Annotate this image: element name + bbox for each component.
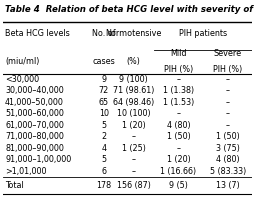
Text: 1 (20): 1 (20)	[121, 121, 145, 130]
Text: –: –	[225, 121, 229, 130]
Text: 61,000–70,000: 61,000–70,000	[5, 121, 64, 130]
Text: 72: 72	[98, 87, 108, 95]
Text: 3 (75): 3 (75)	[215, 144, 239, 153]
Text: 9: 9	[101, 75, 106, 84]
Text: Total: Total	[5, 181, 24, 190]
Text: 65: 65	[98, 98, 108, 107]
Text: 30,000–40,000: 30,000–40,000	[5, 87, 64, 95]
Text: –: –	[131, 167, 135, 176]
Text: Table 4  Relation of beta HCG level with severity of PIH: Table 4 Relation of beta HCG level with …	[5, 5, 254, 14]
Text: 5: 5	[101, 121, 106, 130]
Text: 4 (80): 4 (80)	[215, 155, 239, 164]
Text: PIH (%): PIH (%)	[212, 65, 242, 74]
Text: –: –	[225, 98, 229, 107]
Text: 1 (50): 1 (50)	[215, 132, 239, 141]
Text: –: –	[176, 75, 180, 84]
Text: –: –	[176, 144, 180, 153]
Text: 4 (80): 4 (80)	[166, 121, 189, 130]
Text: 178: 178	[96, 181, 111, 190]
Text: –: –	[225, 87, 229, 95]
Text: 1 (16.66): 1 (16.66)	[160, 167, 196, 176]
Text: –: –	[131, 155, 135, 164]
Text: 1 (50): 1 (50)	[166, 132, 189, 141]
Text: Beta HCG levels: Beta HCG levels	[5, 30, 70, 38]
Text: 9 (100): 9 (100)	[119, 75, 148, 84]
Text: 9 (5): 9 (5)	[168, 181, 187, 190]
Text: 5 (83.33): 5 (83.33)	[209, 167, 245, 176]
Text: (miu/ml): (miu/ml)	[5, 57, 39, 66]
Text: 64 (98.46): 64 (98.46)	[113, 98, 154, 107]
Text: 10: 10	[98, 109, 108, 118]
Text: PIH (%): PIH (%)	[163, 65, 192, 74]
Text: 71 (98.61): 71 (98.61)	[113, 87, 154, 95]
Text: 1 (25): 1 (25)	[121, 144, 145, 153]
Text: 2: 2	[101, 132, 106, 141]
Text: Mild: Mild	[169, 49, 186, 58]
Text: 71,000–80,000: 71,000–80,000	[5, 132, 64, 141]
Text: 51,000–60,000: 51,000–60,000	[5, 109, 64, 118]
Text: 91,000–1,00,000: 91,000–1,00,000	[5, 155, 71, 164]
Text: 41,000–50,000: 41,000–50,000	[5, 98, 64, 107]
Text: 1 (1.53): 1 (1.53)	[162, 98, 193, 107]
Text: Normotensive: Normotensive	[105, 30, 161, 38]
Text: (%): (%)	[126, 57, 140, 66]
Text: 6: 6	[101, 167, 106, 176]
Text: 156 (87): 156 (87)	[116, 181, 150, 190]
Text: 4: 4	[101, 144, 106, 153]
Text: 13 (7): 13 (7)	[215, 181, 239, 190]
Text: Severe: Severe	[213, 49, 241, 58]
Text: 5: 5	[101, 155, 106, 164]
Text: –: –	[225, 109, 229, 118]
Text: PIH patients: PIH patients	[178, 30, 226, 38]
Text: 1 (1.38): 1 (1.38)	[162, 87, 193, 95]
Text: –: –	[131, 132, 135, 141]
Text: <30,000: <30,000	[5, 75, 39, 84]
Text: cases: cases	[92, 57, 115, 66]
Text: –: –	[225, 75, 229, 84]
Text: –: –	[176, 109, 180, 118]
Text: No. of: No. of	[92, 30, 115, 38]
Text: 81,000–90,000: 81,000–90,000	[5, 144, 64, 153]
Text: >1,01,000: >1,01,000	[5, 167, 46, 176]
Text: 1 (20): 1 (20)	[166, 155, 189, 164]
Text: 10 (100): 10 (100)	[117, 109, 150, 118]
